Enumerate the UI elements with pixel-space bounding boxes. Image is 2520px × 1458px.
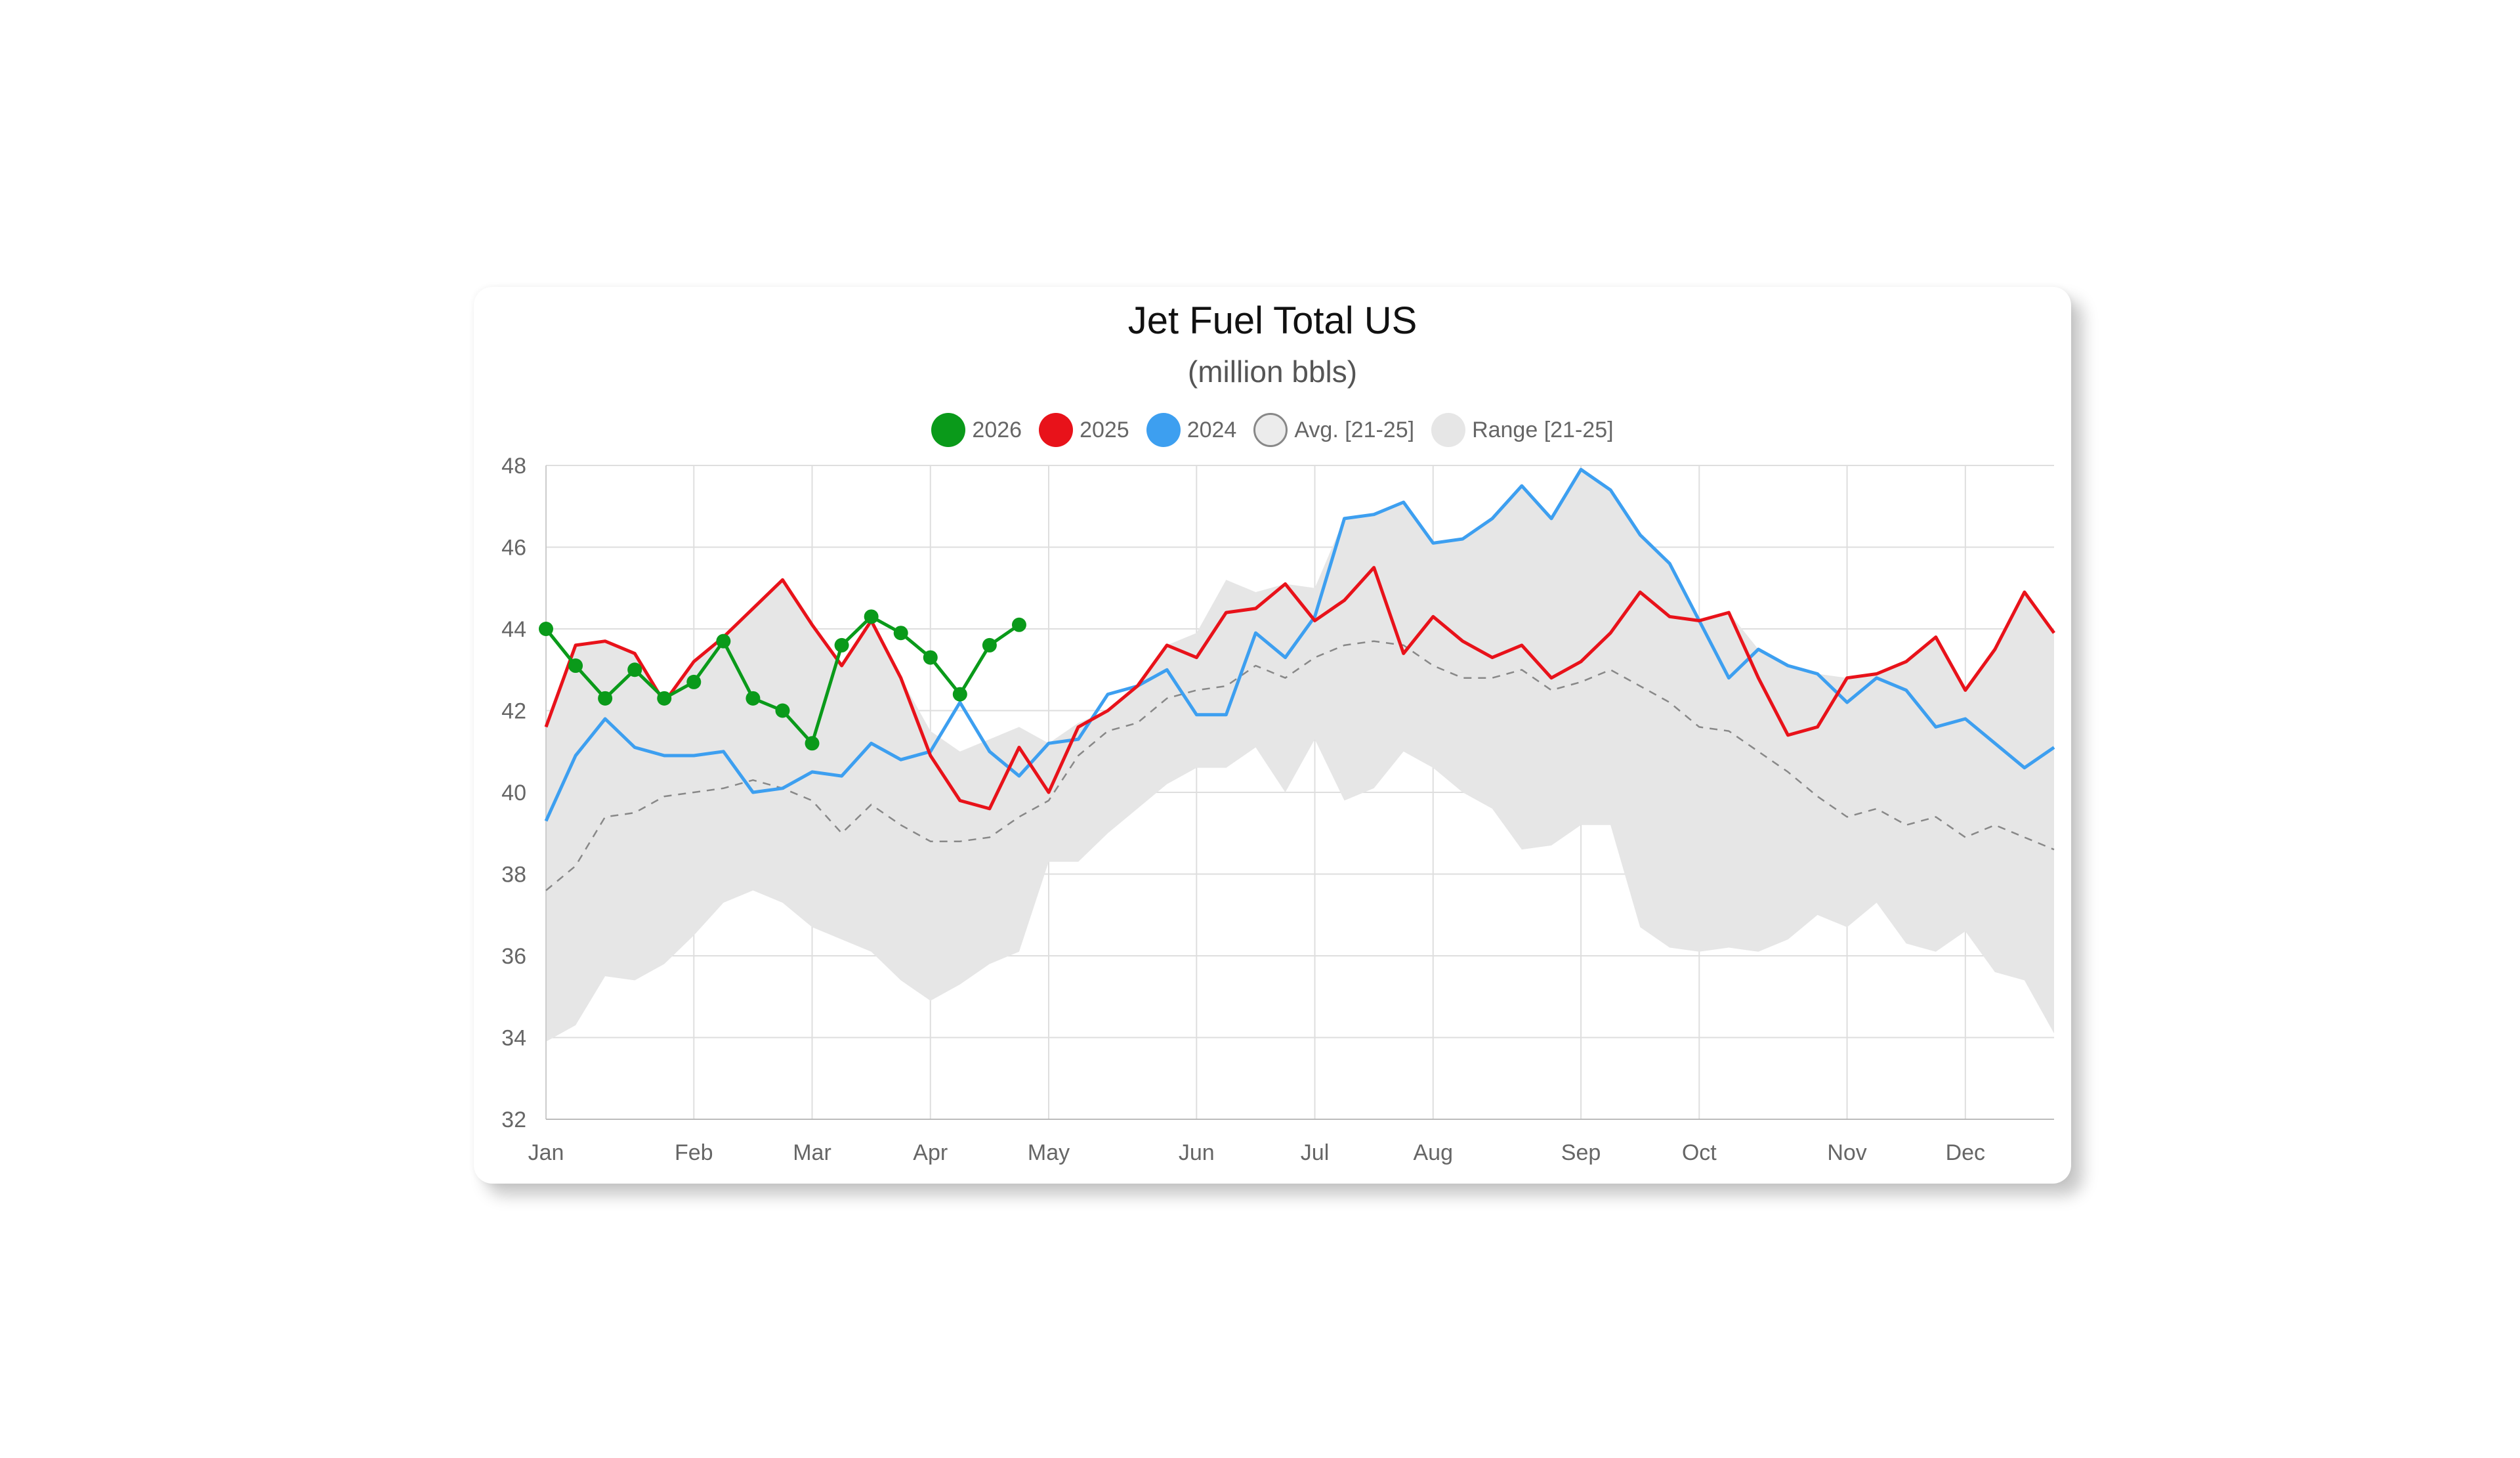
legend-swatch-2024 — [1146, 413, 1181, 447]
legend-label-2025: 2025 — [1080, 417, 1129, 442]
data-point-2026 — [627, 662, 642, 677]
series-line-2025 — [544, 566, 2056, 811]
data-point-2026 — [1011, 617, 1026, 632]
data-point-2026 — [686, 674, 702, 689]
series-line-2024 — [544, 467, 2055, 822]
legend-label-2024: 2024 — [1186, 417, 1237, 442]
data-point-2026 — [775, 703, 790, 718]
x-tick-label: Jan — [528, 1140, 564, 1165]
data-point-2026 — [982, 637, 997, 653]
x-tick-label: Oct — [1682, 1140, 1717, 1165]
y-tick-label: 36 — [501, 944, 526, 969]
series-line-avg — [545, 640, 2055, 891]
legend-swatch-2025 — [1039, 413, 1074, 447]
x-tick-label: Feb — [675, 1140, 713, 1165]
data-point-2026 — [539, 622, 553, 636]
y-tick-label: 34 — [501, 1026, 526, 1051]
y-tick-label: 38 — [501, 863, 526, 888]
data-point-2026 — [598, 691, 613, 706]
y-tick-label: 44 — [501, 617, 526, 642]
data-point-2026 — [716, 633, 731, 649]
legend-item-2026[interactable]: 2026 — [931, 413, 1022, 447]
legend-swatch-range — [1431, 413, 1466, 447]
data-point-2026 — [568, 658, 583, 674]
x-tick-label: Aug — [1414, 1140, 1454, 1165]
range-band — [546, 469, 2054, 1042]
x-tick-label: Jul — [1301, 1140, 1329, 1165]
y-tick-label: 32 — [501, 1107, 526, 1132]
x-tick-label: Mar — [793, 1140, 831, 1165]
data-point-2026 — [952, 687, 967, 702]
data-point-2026 — [893, 626, 908, 641]
chart-subtitle: (million bbls) — [1187, 354, 1358, 389]
x-tick-label: Dec — [1946, 1140, 1985, 1165]
chart-title: Jet Fuel Total US — [1127, 299, 1418, 342]
legend: 2026 2025 2024 Avg. [21-25] Range [21-25… — [474, 413, 2071, 447]
data-point-2026 — [923, 650, 938, 665]
y-tick-label: 40 — [501, 781, 526, 805]
x-tick-label: May — [1028, 1140, 1070, 1165]
legend-label-range: Range [21-25] — [1472, 417, 1614, 442]
legend-item-range[interactable]: Range [21-25] — [1431, 413, 1614, 447]
y-tick-label: 42 — [501, 699, 526, 724]
legend-item-avg[interactable]: Avg. [21-25] — [1253, 413, 1414, 447]
data-point-2026 — [805, 736, 820, 751]
x-tick-label: Nov — [1827, 1140, 1866, 1165]
x-tick-label: Sep — [1561, 1140, 1601, 1165]
data-point-2026 — [864, 609, 879, 624]
legend-swatch-2026 — [931, 413, 966, 447]
y-tick-label: 48 — [501, 454, 526, 479]
data-point-2026 — [746, 691, 761, 706]
chart-card: Jet Fuel Total US (million bbls) 2026 20… — [474, 287, 2071, 1184]
legend-label-2026: 2026 — [972, 417, 1022, 442]
x-tick-label: Jun — [1179, 1140, 1215, 1165]
legend-item-2025[interactable]: 2025 — [1039, 413, 1129, 447]
data-point-2026 — [657, 691, 672, 706]
y-tick-label: 46 — [501, 536, 526, 561]
legend-swatch-avg — [1253, 413, 1288, 447]
legend-item-2024[interactable]: 2024 — [1146, 413, 1237, 447]
legend-label-avg: Avg. [21-25] — [1294, 417, 1415, 442]
data-point-2026 — [834, 637, 849, 653]
x-tick-label: Apr — [913, 1140, 948, 1165]
